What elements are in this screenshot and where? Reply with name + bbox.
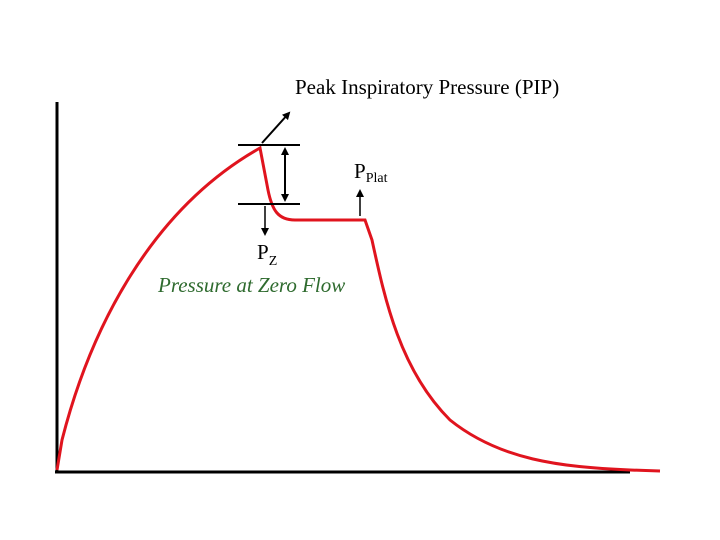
pplat-label: PPlat bbox=[354, 159, 388, 186]
pz-label: PZ bbox=[257, 240, 277, 269]
pz-caption: Pressure at Zero Flow bbox=[157, 273, 345, 297]
pplat-main: P bbox=[354, 159, 366, 183]
pressure-curve bbox=[55, 145, 661, 473]
pz-sub: Z bbox=[269, 254, 278, 269]
pplat-sub: Plat bbox=[366, 171, 388, 186]
pz-main: P bbox=[257, 240, 269, 264]
pip-label: Peak Inspiratory Pressure (PIP) bbox=[295, 75, 559, 99]
pip-arrow bbox=[261, 111, 291, 144]
